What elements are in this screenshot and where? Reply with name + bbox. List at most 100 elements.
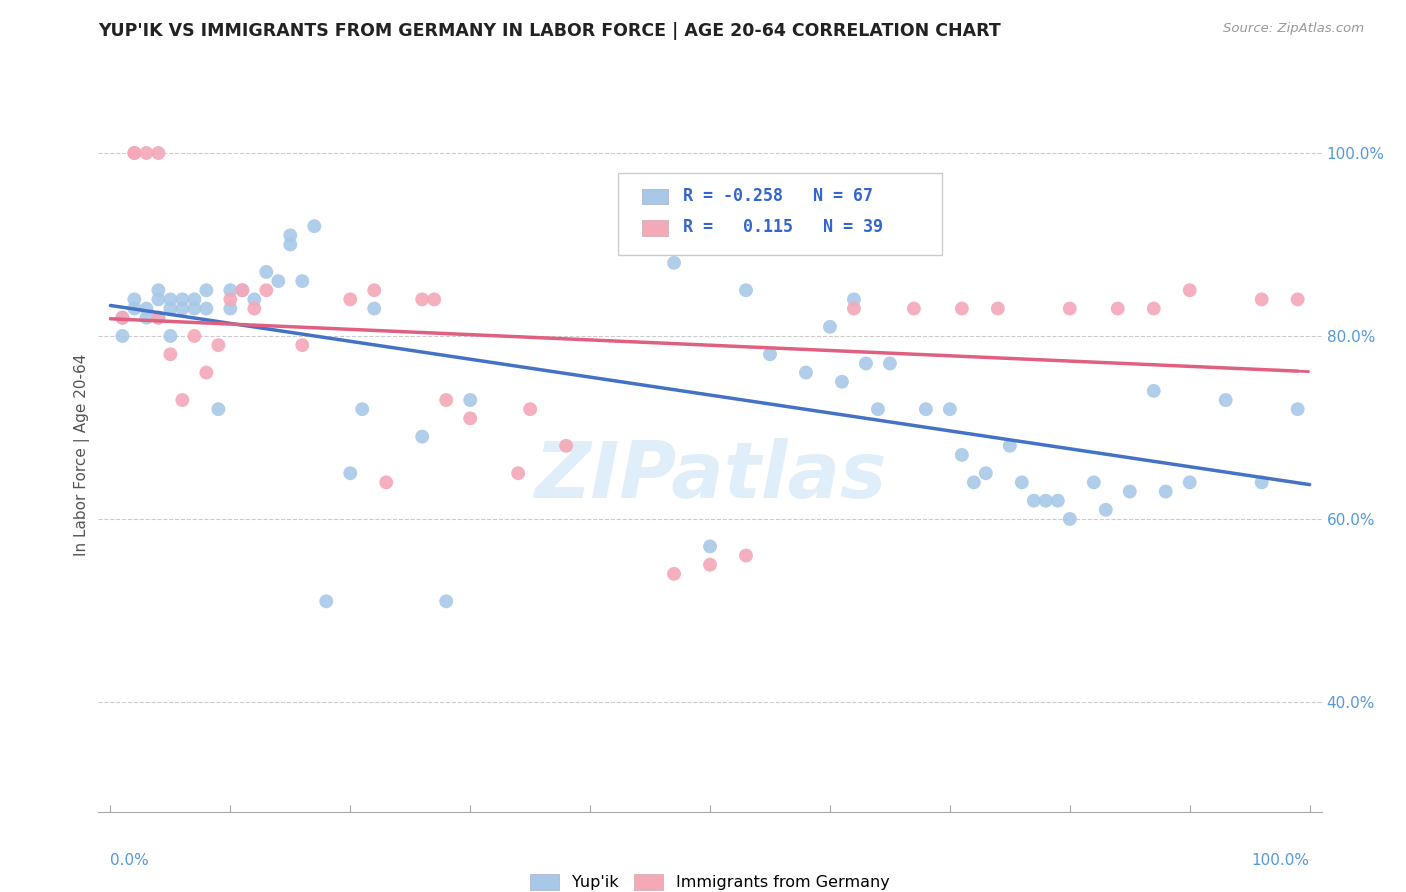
Point <box>915 402 938 417</box>
Point <box>183 301 205 316</box>
Point <box>699 540 721 554</box>
Point <box>759 347 782 361</box>
Point <box>352 402 374 417</box>
Point <box>148 293 170 307</box>
Point <box>1059 301 1081 316</box>
Point <box>1046 493 1069 508</box>
Point <box>974 467 997 481</box>
FancyBboxPatch shape <box>641 220 668 235</box>
Point <box>1286 293 1309 307</box>
Point <box>219 283 242 297</box>
Point <box>195 366 218 380</box>
Point <box>315 594 337 608</box>
Point <box>1286 402 1309 417</box>
Point <box>1143 301 1166 316</box>
Point <box>1011 475 1033 490</box>
Point <box>411 429 433 443</box>
Point <box>291 274 314 288</box>
Point <box>662 256 685 270</box>
Point <box>1154 484 1177 499</box>
Point <box>1022 493 1045 508</box>
Point <box>243 293 266 307</box>
Point <box>111 310 134 325</box>
Point <box>159 293 181 307</box>
Point <box>1059 512 1081 526</box>
Text: 100.0%: 100.0% <box>1251 853 1309 868</box>
Point <box>998 439 1021 453</box>
Point <box>1107 301 1129 316</box>
Point <box>1215 392 1237 407</box>
Text: R = -0.258   N = 67: R = -0.258 N = 67 <box>683 187 873 205</box>
Point <box>903 301 925 316</box>
Point <box>963 475 986 490</box>
Point <box>254 283 277 297</box>
Point <box>148 310 170 325</box>
Point <box>254 265 277 279</box>
Point <box>135 310 157 325</box>
Point <box>423 293 446 307</box>
Y-axis label: In Labor Force | Age 20-64: In Labor Force | Age 20-64 <box>75 354 90 556</box>
Point <box>458 411 481 425</box>
Text: YUP'IK VS IMMIGRANTS FROM GERMANY IN LABOR FORCE | AGE 20-64 CORRELATION CHART: YUP'IK VS IMMIGRANTS FROM GERMANY IN LAB… <box>98 22 1001 40</box>
Point <box>243 301 266 316</box>
Point <box>195 301 218 316</box>
Text: R =   0.115   N = 39: R = 0.115 N = 39 <box>683 219 883 236</box>
Point <box>508 467 530 481</box>
Point <box>124 293 146 307</box>
Point <box>794 366 817 380</box>
Point <box>159 347 181 361</box>
Point <box>1250 293 1272 307</box>
Point <box>735 283 758 297</box>
Point <box>1119 484 1142 499</box>
Point <box>231 283 253 297</box>
Point <box>172 392 194 407</box>
Point <box>207 338 229 352</box>
Point <box>135 146 157 161</box>
FancyBboxPatch shape <box>619 173 942 255</box>
Point <box>278 237 301 252</box>
Point <box>339 293 361 307</box>
Point <box>267 274 290 288</box>
Point <box>1178 475 1201 490</box>
Point <box>207 402 229 417</box>
Point <box>159 301 181 316</box>
Point <box>148 310 170 325</box>
Point <box>987 301 1010 316</box>
Point <box>231 283 253 297</box>
Text: Source: ZipAtlas.com: Source: ZipAtlas.com <box>1223 22 1364 36</box>
Point <box>866 402 889 417</box>
Point <box>1250 475 1272 490</box>
Point <box>183 293 205 307</box>
Point <box>662 566 685 581</box>
Point <box>842 301 865 316</box>
Point <box>699 558 721 572</box>
Point <box>219 301 242 316</box>
Point <box>172 293 194 307</box>
Point <box>950 301 973 316</box>
Point <box>148 146 170 161</box>
Point <box>842 293 865 307</box>
FancyBboxPatch shape <box>641 189 668 204</box>
Point <box>148 283 170 297</box>
Point <box>278 228 301 243</box>
Point <box>818 319 841 334</box>
Point <box>1035 493 1057 508</box>
Point <box>375 475 398 490</box>
Text: 0.0%: 0.0% <box>111 853 149 868</box>
Point <box>855 356 877 370</box>
Point <box>135 301 157 316</box>
Point <box>434 392 457 407</box>
Point <box>1178 283 1201 297</box>
Point <box>363 301 385 316</box>
Point <box>111 329 134 343</box>
Point <box>219 293 242 307</box>
Text: ZIPatlas: ZIPatlas <box>534 438 886 515</box>
Point <box>555 439 578 453</box>
Legend: Yup'ik, Immigrants from Germany: Yup'ik, Immigrants from Germany <box>524 867 896 892</box>
Point <box>939 402 962 417</box>
Point <box>1143 384 1166 398</box>
Point <box>124 301 146 316</box>
Point <box>1083 475 1105 490</box>
Point <box>831 375 853 389</box>
Point <box>458 392 481 407</box>
